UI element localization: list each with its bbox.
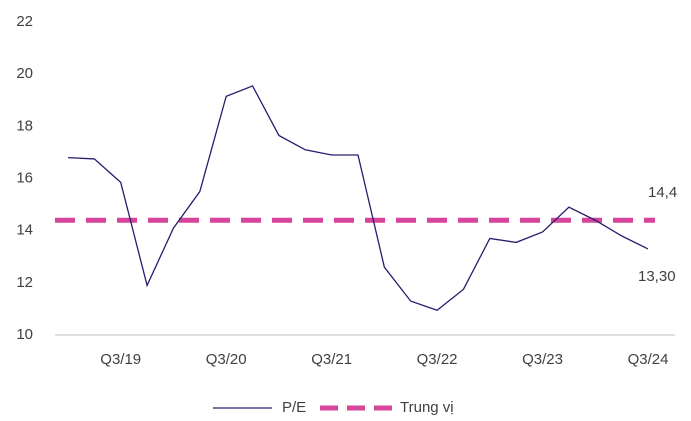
x-tick-label: Q3/20 [206,351,247,368]
x-tick-label: Q3/22 [417,351,458,368]
y-tick-label: 12 [16,274,33,291]
y-tick-label: 14 [16,222,33,239]
series-line [67,85,649,311]
y-tick-label: 10 [16,326,33,343]
y-tick-label: 16 [16,169,33,186]
x-tick-label: Q3/23 [522,351,563,368]
legend-label: Trung vị [400,399,454,416]
y-tick-label: 20 [16,65,33,82]
y-tick-label: 22 [16,13,33,30]
x-tick-label: Q3/21 [311,351,352,368]
x-tick-label: Q3/24 [628,351,669,368]
x-tick-label: Q3/19 [100,351,141,368]
legend-label: P/E [282,399,306,416]
median-label: 14,4 [648,184,677,201]
data-label: 13,30 [638,268,676,285]
y-tick-label: 18 [16,117,33,134]
